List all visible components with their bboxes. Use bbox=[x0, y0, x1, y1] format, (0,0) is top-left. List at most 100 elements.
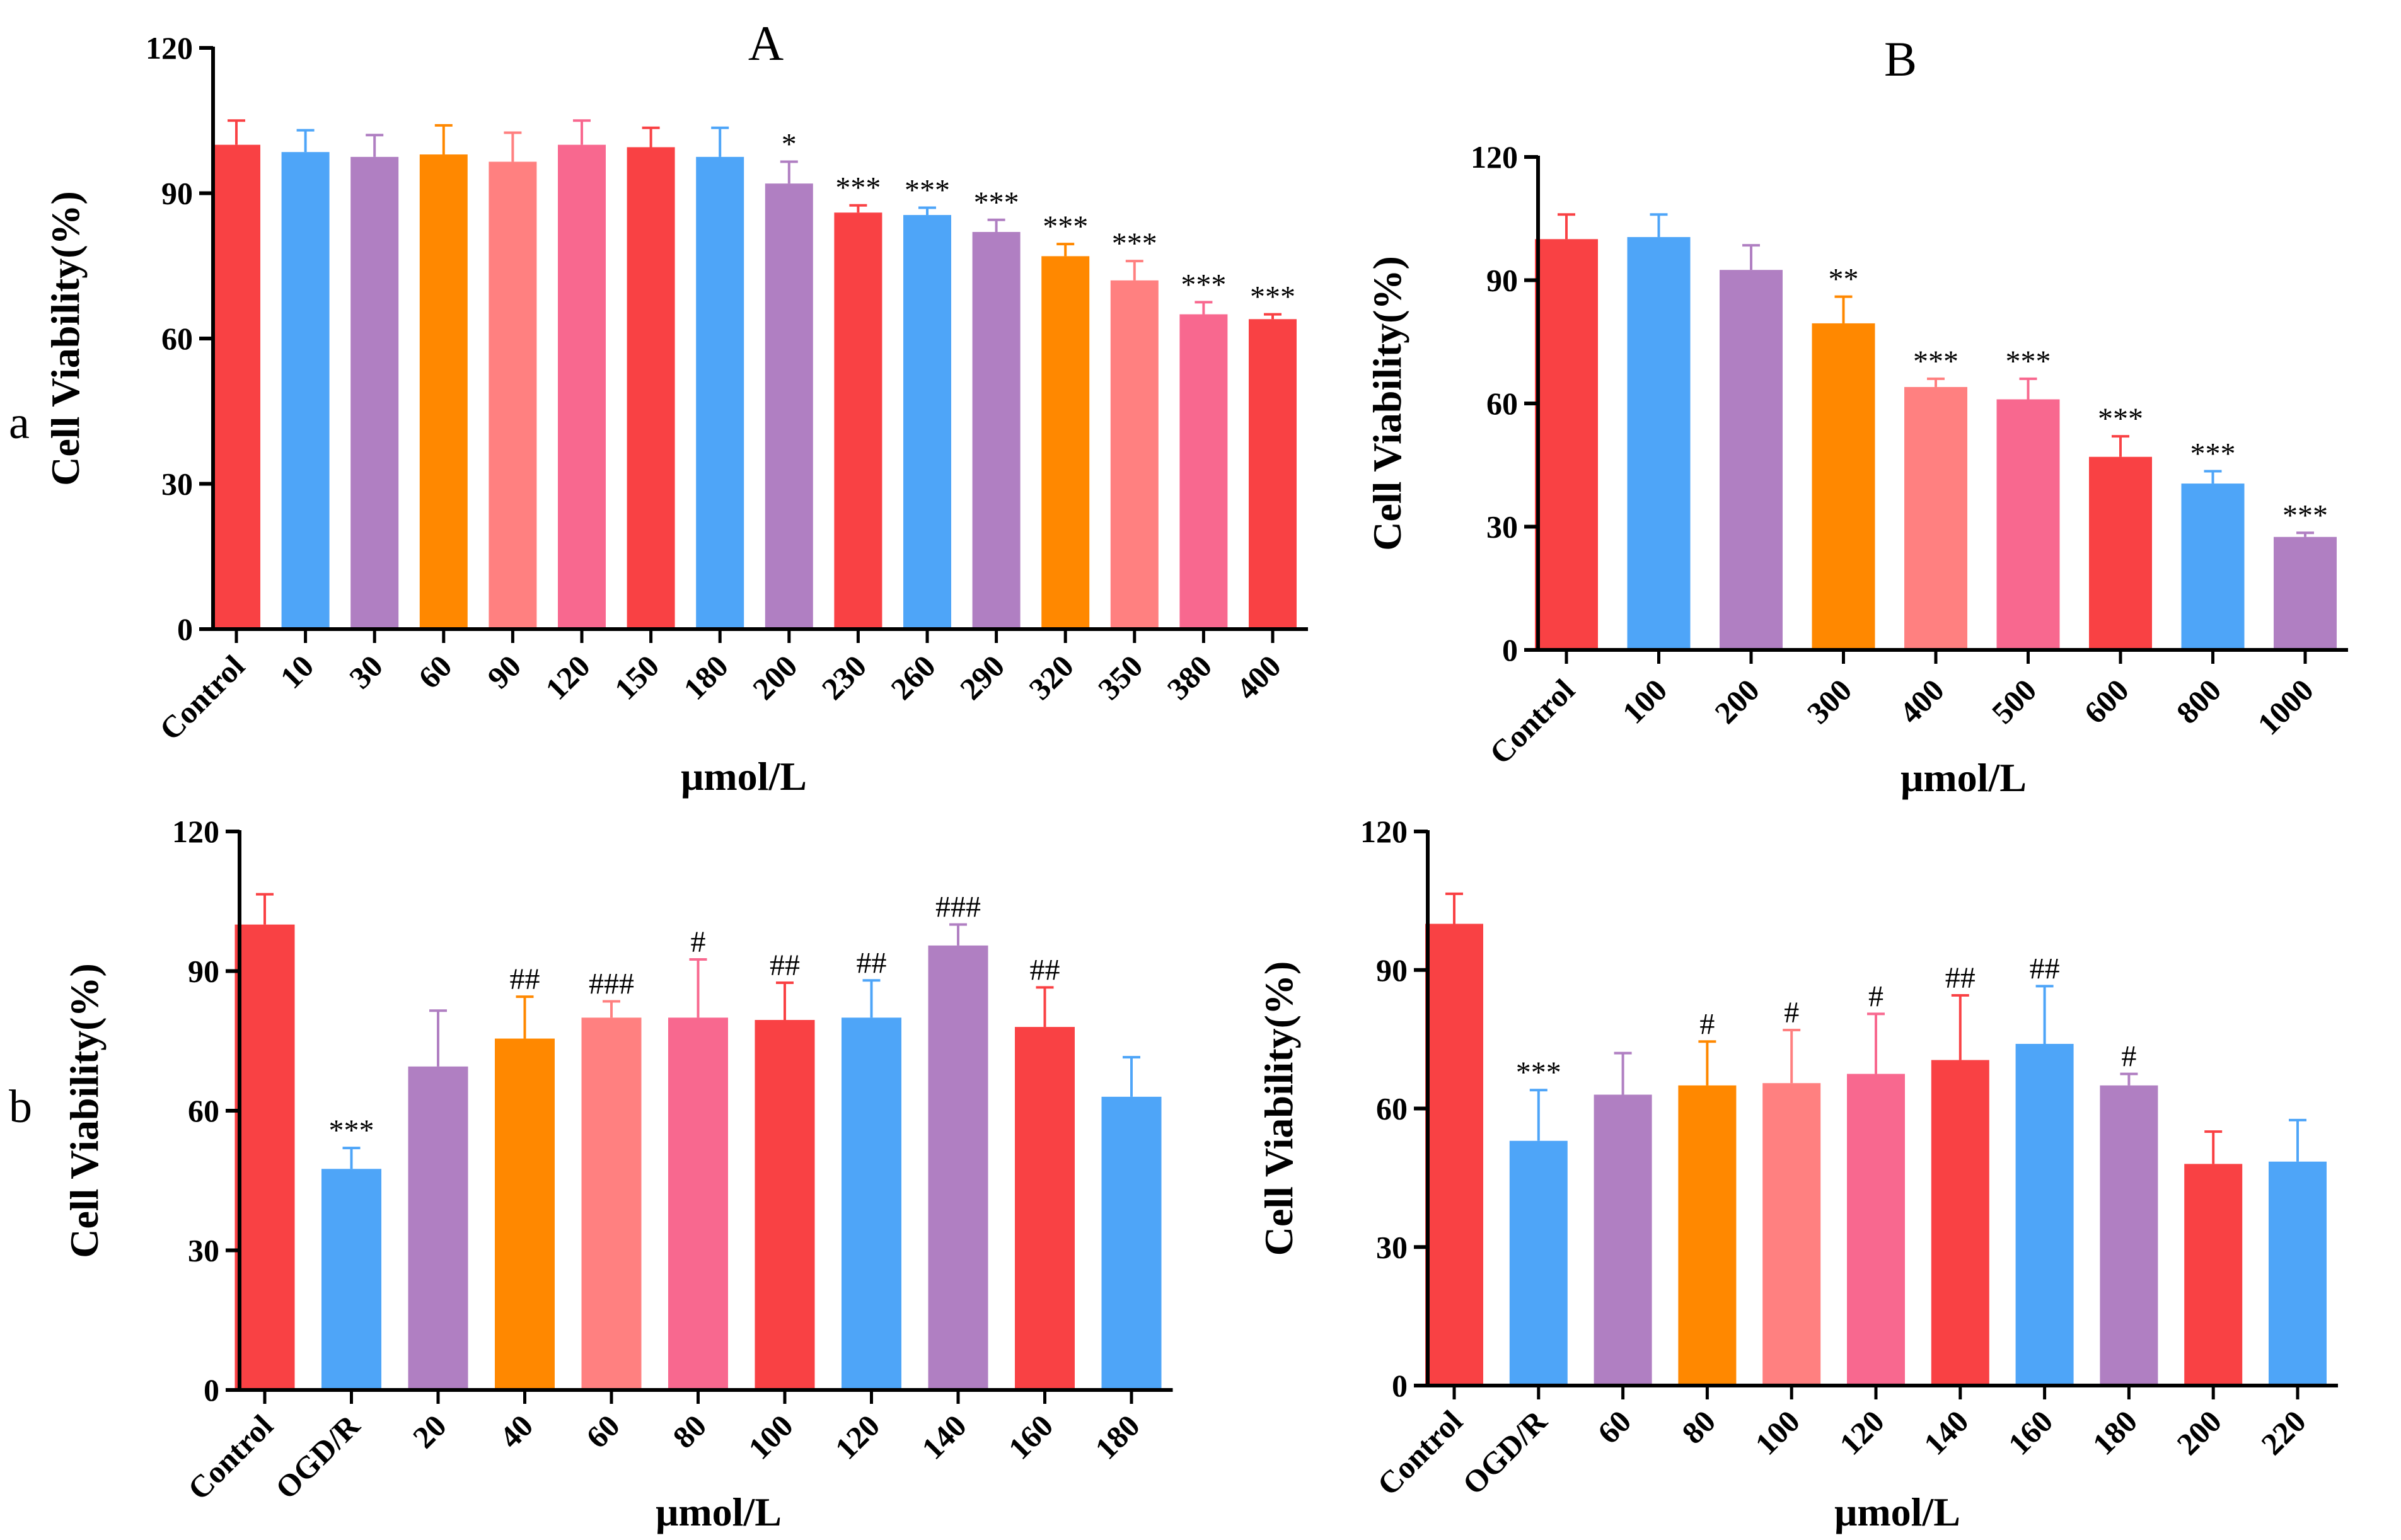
bar-control bbox=[1535, 239, 1598, 650]
significance-label: ### bbox=[589, 967, 634, 1000]
y-axis-title: Cell Viability(%) bbox=[43, 191, 88, 486]
bar-120 bbox=[842, 1017, 901, 1390]
x-tick-label: 500 bbox=[1985, 672, 2044, 731]
significance-label: *** bbox=[1181, 268, 1226, 301]
x-tick-label: 350 bbox=[1091, 648, 1150, 707]
y-tick-label: 120 bbox=[1360, 814, 1408, 849]
x-axis-title: μmol/L bbox=[681, 754, 807, 799]
bar-100 bbox=[1762, 1083, 1821, 1386]
bar-180 bbox=[2100, 1085, 2158, 1386]
x-tick-label: 10 bbox=[273, 648, 320, 695]
y-tick-label: 120 bbox=[172, 814, 219, 849]
bar-200 bbox=[1720, 270, 1783, 650]
significance-label: *** bbox=[1516, 1056, 1561, 1089]
x-tick-label: Control bbox=[1370, 1403, 1469, 1502]
bar-140 bbox=[1931, 1060, 1989, 1386]
x-tick-label: OGD/R bbox=[269, 1408, 367, 1506]
x-tick-label: 200 bbox=[746, 648, 804, 707]
x-tick-label: 230 bbox=[815, 648, 874, 707]
x-tick-label: Control bbox=[153, 648, 252, 747]
y-axis-title: Cell Viability(%) bbox=[1365, 256, 1409, 551]
x-tick-label: 100 bbox=[741, 1408, 800, 1466]
chart-panel-c: ***## ###### #######0306090120ControlOGD/R… bbox=[62, 814, 1173, 1534]
bar-600 bbox=[2089, 456, 2152, 650]
y-axis-title: Cell Viability(%) bbox=[1256, 961, 1301, 1256]
bar-90 bbox=[489, 161, 537, 629]
y-tick-label: 120 bbox=[1471, 139, 1518, 175]
y-tick-label: 60 bbox=[1376, 1091, 1408, 1126]
bar-ogdr bbox=[321, 1169, 381, 1390]
bar-150 bbox=[627, 147, 675, 630]
x-tick-label: 320 bbox=[1022, 648, 1080, 707]
x-tick-label: 40 bbox=[492, 1408, 540, 1455]
y-tick-label: 60 bbox=[188, 1093, 219, 1128]
bar-220 bbox=[2269, 1161, 2327, 1386]
x-tick-label: 100 bbox=[1748, 1403, 1807, 1462]
bar-180 bbox=[1101, 1096, 1162, 1390]
bar-400 bbox=[1249, 319, 1297, 629]
bar-400 bbox=[1904, 386, 1967, 650]
x-tick-label: 220 bbox=[2254, 1403, 2313, 1462]
bar-20 bbox=[408, 1066, 468, 1390]
bar-260 bbox=[903, 215, 951, 629]
row-label-b: b bbox=[9, 1081, 32, 1133]
x-tick-label: 120 bbox=[828, 1408, 887, 1466]
x-tick-label: Control bbox=[1483, 672, 1582, 771]
x-axis-title: μmol/L bbox=[656, 1490, 782, 1534]
y-tick-label: 90 bbox=[188, 954, 219, 989]
x-tick-label: 60 bbox=[412, 648, 459, 695]
bar-300 bbox=[1812, 323, 1875, 650]
significance-label: ## bbox=[857, 946, 887, 980]
bar-200 bbox=[2184, 1164, 2243, 1386]
x-tick-label: 1000 bbox=[2250, 672, 2320, 741]
bar-160 bbox=[2015, 1043, 2074, 1386]
bar-control bbox=[1425, 923, 1483, 1386]
y-tick-label: 0 bbox=[1392, 1368, 1408, 1403]
bar-380 bbox=[1179, 314, 1228, 629]
bar-ogdr bbox=[1509, 1140, 1568, 1386]
y-tick-label: 0 bbox=[1502, 632, 1518, 668]
significance-label: *** bbox=[1112, 227, 1157, 260]
bar-30 bbox=[350, 156, 399, 629]
significance-label: *** bbox=[329, 1114, 374, 1147]
significance-label: ## bbox=[1945, 961, 1976, 995]
x-tick-label: 60 bbox=[1590, 1403, 1638, 1450]
significance-label: # bbox=[2121, 1040, 2136, 1074]
y-tick-label: 60 bbox=[1486, 386, 1518, 421]
x-tick-label: 380 bbox=[1160, 648, 1219, 707]
significance-label: *** bbox=[2098, 402, 2143, 436]
significance-label: *** bbox=[905, 174, 950, 207]
significance-label: ## bbox=[770, 949, 800, 982]
bar-1000 bbox=[2274, 536, 2337, 650]
significance-label: ## bbox=[510, 963, 540, 996]
bar-60 bbox=[419, 154, 468, 630]
significance-label: *** bbox=[835, 171, 881, 205]
panel-title: B bbox=[1884, 32, 1917, 86]
x-tick-label: 290 bbox=[953, 648, 1012, 707]
x-tick-label: 100 bbox=[1616, 672, 1674, 731]
x-tick-label: 400 bbox=[1229, 648, 1288, 707]
significance-label: # bbox=[1699, 1007, 1715, 1041]
significance-label: ### bbox=[935, 891, 981, 924]
significance-label: *** bbox=[1250, 281, 1295, 314]
x-tick-label: 800 bbox=[2170, 672, 2228, 731]
y-tick-label: 90 bbox=[1486, 263, 1518, 298]
bar-100 bbox=[755, 1020, 815, 1390]
y-tick-label: 120 bbox=[146, 30, 193, 66]
y-tick-label: 90 bbox=[1376, 952, 1408, 988]
significance-label: *** bbox=[2190, 437, 2236, 471]
significance-label: *** bbox=[1043, 210, 1088, 243]
bar-230 bbox=[834, 212, 882, 629]
y-tick-label: 0 bbox=[177, 611, 193, 647]
x-tick-label: 600 bbox=[2077, 672, 2136, 731]
bar-120 bbox=[1847, 1074, 1905, 1386]
row-label-a: a bbox=[9, 397, 30, 449]
significance-label: *** bbox=[2282, 499, 2328, 532]
significance-label: # bbox=[1868, 980, 1883, 1013]
bar-control bbox=[234, 924, 295, 1390]
y-axis-title: Cell Viability(%) bbox=[62, 963, 107, 1258]
x-tick-label: 120 bbox=[538, 648, 597, 707]
bar-290 bbox=[972, 231, 1021, 629]
significance-label: * bbox=[782, 128, 797, 161]
